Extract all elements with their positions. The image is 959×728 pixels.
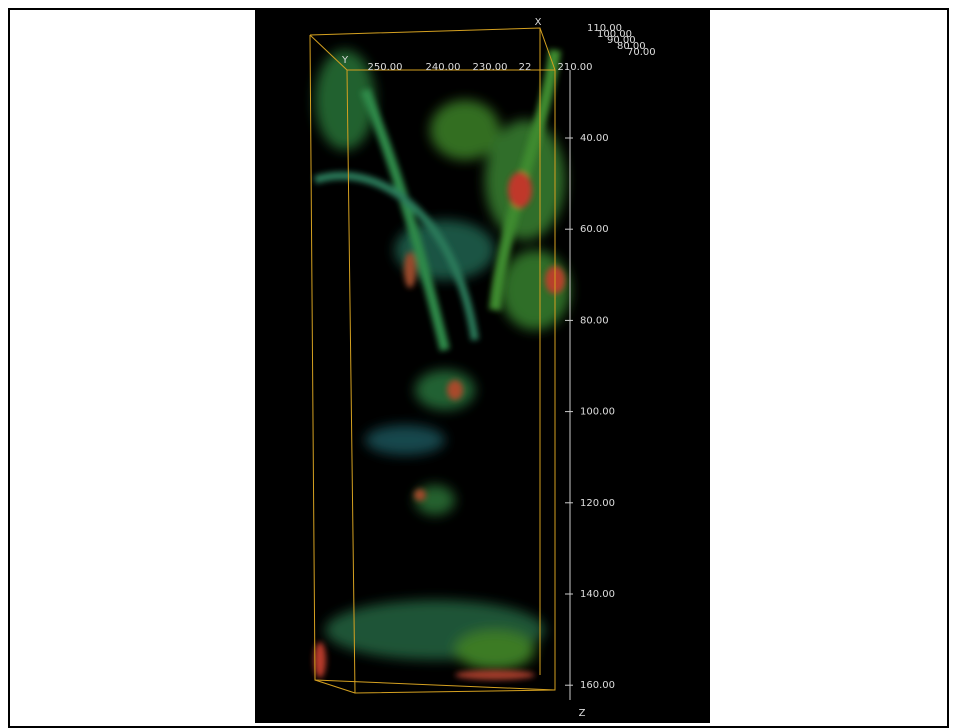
tick-label: 80.00 [580, 315, 609, 326]
tick-label: 60.00 [580, 224, 609, 235]
tick-label: 230.00 [473, 62, 508, 73]
axis-label: X [535, 17, 542, 28]
tick-label: 250.00 [368, 62, 403, 73]
tick-label: 140.00 [580, 589, 615, 600]
axis-label: Y [341, 55, 349, 66]
tick-label: 100.00 [580, 407, 615, 418]
tick-label: 40.00 [580, 133, 609, 144]
page: XYZ250.00240.00230.0022210.00110.00100.0… [0, 0, 959, 723]
tick-label: 22 [519, 62, 532, 73]
axis-label: Z [579, 708, 586, 719]
tick-label: 120.00 [580, 498, 615, 509]
tick-label: 70.00 [627, 47, 656, 58]
tick-label: 160.00 [580, 680, 615, 691]
tick-label: 210.00 [558, 62, 593, 73]
tick-label: 240.00 [426, 62, 461, 73]
